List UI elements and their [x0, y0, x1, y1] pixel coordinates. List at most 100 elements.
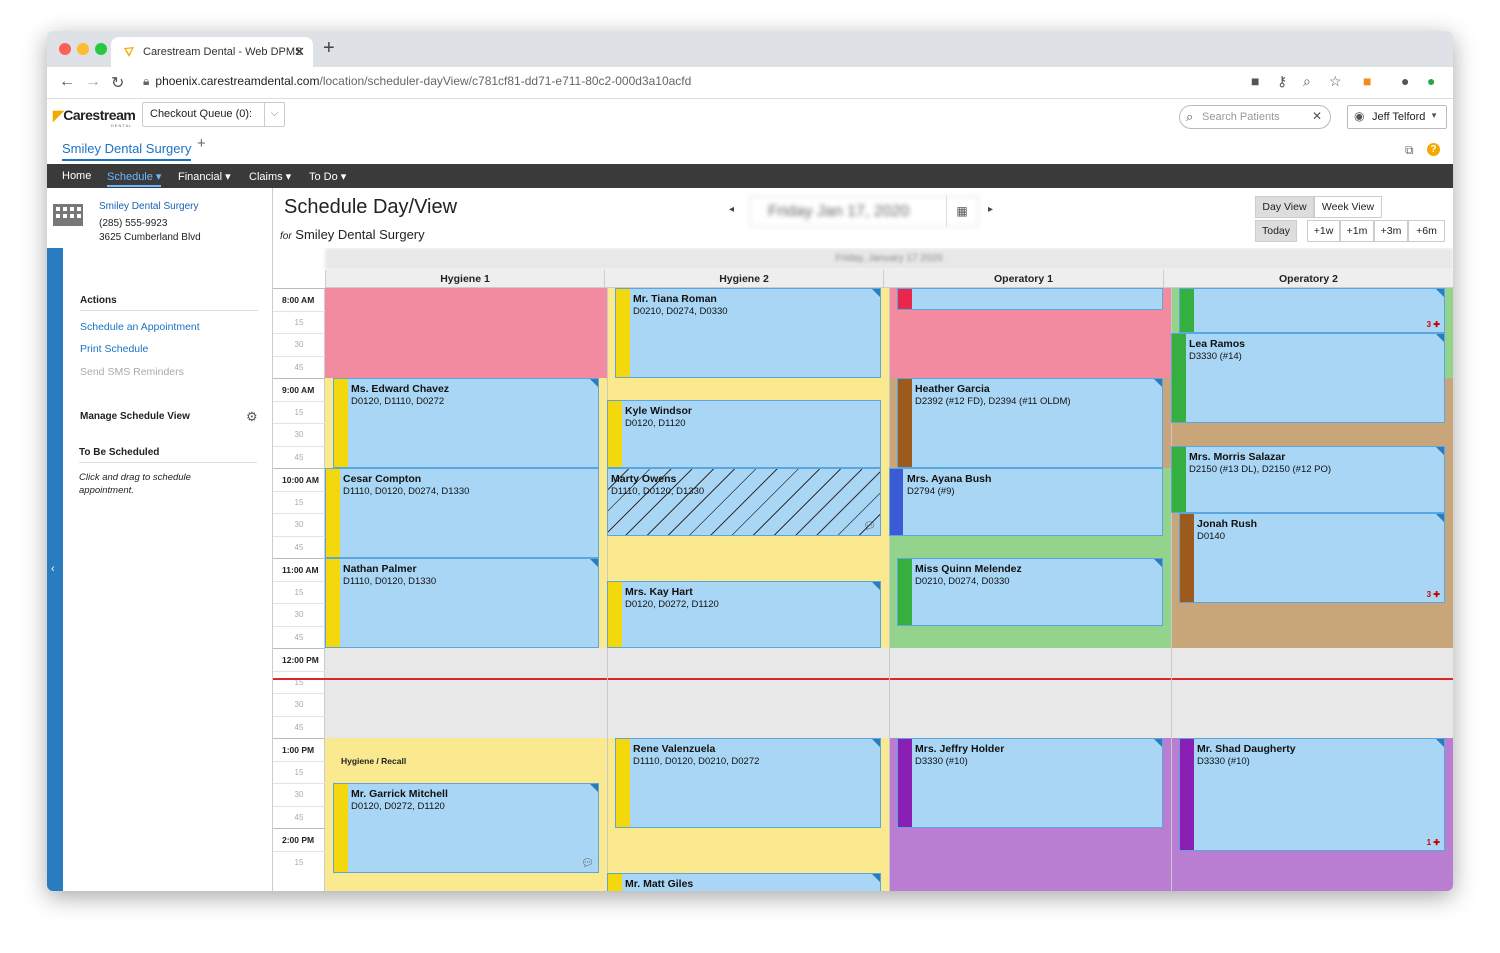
profile-icon[interactable]: ●: [1401, 73, 1410, 89]
user-menu-button[interactable]: ◉ Jeff Telford ▼: [1347, 105, 1447, 129]
time-label: 11:00 AM: [273, 558, 325, 581]
key-icon[interactable]: ⚷: [1277, 73, 1288, 89]
appointment-codes: D1110, D0120, D1330: [343, 576, 437, 587]
windows-icon[interactable]: ⧉: [1405, 143, 1414, 157]
search-patients-input[interactable]: ⌕ Search Patients ✕: [1179, 105, 1331, 129]
menu-home[interactable]: Home: [62, 170, 92, 182]
appointment-card[interactable]: Mr. Tiana Roman D0210, D0274, D0330: [615, 288, 881, 378]
appointment-card[interactable]: Miss Quinn Melendez D0210, D0274, D0330: [897, 558, 1163, 626]
appointment-status-bar: [898, 379, 912, 467]
menu-schedule[interactable]: Schedule ▾: [107, 170, 162, 187]
plus-1w-button[interactable]: +1w: [1307, 220, 1340, 242]
appointment-corner-marker: [872, 739, 880, 747]
time-label: 45: [273, 445, 325, 469]
url-field[interactable]: 🔒︎ phoenix.carestreamdental.com/location/…: [143, 74, 691, 89]
help-icon[interactable]: ?: [1427, 143, 1440, 156]
appointment-card-hatched[interactable]: Marty Owens D1110, D0120, D1330 💬︎: [607, 468, 881, 536]
time-label: 30: [273, 693, 325, 716]
appointment-card[interactable]: Mrs. Ayana Bush D2794 (#9): [889, 468, 1163, 536]
time-label: 10:00 AM: [273, 468, 325, 491]
appointment-card[interactable]: [897, 288, 1163, 310]
column-header-hygiene-2: Hygiene 2: [604, 270, 883, 288]
appointment-card[interactable]: Mrs. Kay Hart D0120, D0272, D1120: [607, 581, 881, 648]
time-label: 30: [273, 603, 325, 626]
schedule-appointment-link[interactable]: Schedule an Appointment: [80, 321, 200, 333]
appointment-patient-name: Heather Garcia: [915, 383, 990, 395]
week-view-button[interactable]: Week View: [1314, 196, 1382, 218]
forward-icon[interactable]: →: [85, 73, 101, 90]
search-icon: ⌕: [1186, 109, 1194, 124]
appointment-card[interactable]: Cesar Compton D1110, D0120, D0274, D1330: [325, 468, 599, 558]
appointment-card[interactable]: Nathan Palmer D1110, D0120, D1330: [325, 558, 599, 648]
for-label: for: [280, 231, 292, 242]
appointment-card[interactable]: Rene Valenzuela D1110, D0120, D0210, D02…: [615, 738, 881, 828]
date-picker-input[interactable]: Friday Jan 17, 2020: [749, 196, 979, 227]
menu-todo[interactable]: To Do ▾: [309, 171, 347, 183]
appointment-card[interactable]: Mr. Garrick Mitchell D0120, D0272, D1120…: [333, 783, 599, 873]
appointment-status-bar: [326, 469, 340, 557]
minimize-window-icon[interactable]: [77, 43, 89, 55]
comment-icon[interactable]: 💬︎: [581, 858, 594, 869]
appointment-card[interactable]: Mr. Shad Daugherty D3330 (#10) 1 ✚: [1179, 738, 1445, 851]
appointment-card[interactable]: Jonah Rush D0140 3 ✚: [1179, 513, 1445, 603]
update-icon[interactable]: ●: [1427, 73, 1436, 89]
appointment-corner-marker: [590, 559, 598, 567]
plus-1m-button[interactable]: +1m: [1340, 220, 1374, 242]
chevron-down-icon[interactable]: ⌵: [264, 103, 284, 126]
plus-6m-button[interactable]: +6m: [1408, 220, 1445, 242]
gear-icon[interactable]: ⚙: [246, 409, 258, 424]
reload-icon[interactable]: ↻: [111, 75, 125, 92]
zoom-icon[interactable]: ⌕: [1303, 73, 1311, 89]
extension-icon[interactable]: ■: [1363, 73, 1372, 89]
close-tab-icon[interactable]: ✕: [294, 44, 305, 59]
location-name-link[interactable]: Smiley Dental Surgery: [99, 201, 199, 212]
back-icon[interactable]: ←: [59, 73, 75, 90]
comment-icon[interactable]: 💬︎: [863, 521, 876, 532]
appointment-card[interactable]: Kyle Windsor D0120, D1120: [607, 400, 881, 468]
checkout-queue-select[interactable]: Checkout Queue (0): ⌵: [142, 102, 285, 127]
appointment-card[interactable]: Heather Garcia D2392 (#12 FD), D2394 (#1…: [897, 378, 1163, 468]
time-label: 2:00 PM: [273, 828, 325, 851]
day-view-button[interactable]: Day View: [1255, 196, 1314, 218]
appointment-patient-name: Mrs. Jeffry Holder: [915, 743, 1005, 755]
browser-tab[interactable]: Carestream Dental - Web DPMS ✕: [111, 37, 313, 67]
maximize-window-icon[interactable]: [95, 43, 107, 55]
column-divider: [889, 288, 890, 891]
column-header-hygiene-1: Hygiene 1: [325, 270, 604, 288]
send-sms-reminders-link[interactable]: Send SMS Reminders: [80, 366, 184, 378]
menu-claims[interactable]: Claims ▾: [249, 171, 292, 183]
carestream-logo[interactable]: ◤Carestream DENTAL: [53, 107, 136, 128]
menu-financial[interactable]: Financial ▾: [178, 171, 231, 183]
new-tab-icon[interactable]: +: [323, 37, 335, 59]
main-menu-bar: Home Schedule ▾ Financial ▾ Claims ▾ To …: [47, 164, 1453, 188]
appointment-card[interactable]: Ms. Edward Chavez D0120, D1110, D0272: [333, 378, 599, 468]
time-label: 30: [273, 333, 325, 356]
collapse-sidebar-rail[interactable]: ‹: [47, 248, 63, 891]
appointment-card[interactable]: Lea Ramos D3330 (#14): [1171, 333, 1445, 423]
bookmark-star-icon[interactable]: ☆: [1329, 73, 1342, 89]
plus-3m-button[interactable]: +3m: [1374, 220, 1408, 242]
caret-down-icon: ▼: [1430, 111, 1438, 120]
add-practice-icon[interactable]: +: [197, 135, 206, 152]
previous-day-icon[interactable]: ◂: [729, 204, 735, 215]
logo-mark-icon: ◤: [53, 107, 64, 123]
appointment-card[interactable]: 3 ✚: [1179, 288, 1445, 333]
column-header-operatory-2: Operatory 2: [1163, 270, 1453, 288]
clear-search-icon[interactable]: ✕: [1311, 109, 1322, 123]
print-schedule-link[interactable]: Print Schedule: [80, 343, 149, 355]
appointment-card[interactable]: Mrs. Morris Salazar D2150 (#13 DL), D215…: [1171, 446, 1445, 513]
today-button[interactable]: Today: [1255, 220, 1297, 242]
close-window-icon[interactable]: [59, 43, 71, 55]
appointment-codes: D1110, D0120, D1330: [611, 486, 705, 497]
chevron-left-icon[interactable]: ‹: [51, 563, 55, 575]
time-label: 30: [273, 513, 325, 536]
time-label: 9:00 AM: [273, 378, 325, 401]
appointment-patient-name: Ms. Edward Chavez: [351, 383, 450, 395]
practice-tab[interactable]: Smiley Dental Surgery: [62, 141, 192, 161]
appointment-card[interactable]: Mrs. Jeffry Holder D3330 (#10): [897, 738, 1163, 828]
appointment-card[interactable]: Mr. Matt Giles: [607, 873, 881, 891]
calendar-icon[interactable]: ▦: [946, 196, 977, 227]
camera-icon[interactable]: ■: [1251, 73, 1260, 89]
current-time-line: [273, 678, 1453, 680]
next-day-icon[interactable]: ▸: [988, 204, 994, 215]
